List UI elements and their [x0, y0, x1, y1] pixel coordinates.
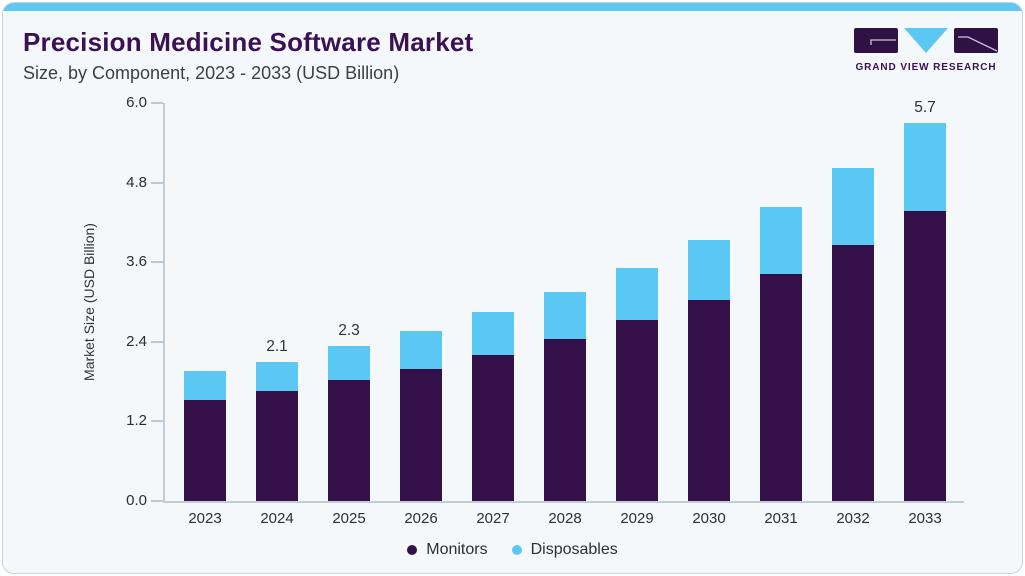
logo-triangle-icon: [904, 28, 948, 53]
legend-item-disposables: Disposables: [511, 541, 618, 559]
legend-label: Monitors: [426, 541, 488, 558]
bar-segment-monitors-2027: [472, 355, 514, 501]
bar-segment-monitors-2025: [328, 380, 370, 501]
y-tick-label: 0.0: [126, 492, 147, 509]
x-axis-line: [163, 501, 964, 503]
bar-segment-disposables-2024: [256, 361, 298, 391]
y-tick-mark: [151, 261, 163, 264]
x-axis-label-2025: 2025: [332, 510, 366, 527]
y-tick-label: 2.4: [126, 332, 147, 350]
x-axis-label-2031: 2031: [764, 510, 798, 527]
legend-dot-icon: [407, 545, 418, 555]
y-tick-mark: [151, 500, 163, 502]
bar-segment-monitors-2033: [904, 210, 946, 501]
bar-segment-monitors-2026: [400, 369, 442, 501]
bar-segment-monitors-2031: [760, 274, 802, 501]
bar-segment-monitors-2028: [544, 338, 586, 501]
bar-total-label-2025: 2.3: [338, 321, 360, 339]
x-axis-label-2026: 2026: [404, 510, 438, 527]
x-axis-label-2033: 2033: [908, 510, 942, 527]
bar-segment-monitors-2024: [256, 391, 298, 501]
y-tick-mark: [151, 102, 163, 105]
bar-segment-disposables-2033: [904, 123, 946, 211]
bar-segment-disposables-2023: [184, 371, 226, 401]
bar-segment-disposables-2028: [544, 291, 586, 339]
y-tick-mark: [151, 340, 163, 343]
x-axis-label-2027: 2027: [476, 510, 510, 527]
y-axis-line: [163, 103, 165, 501]
y-tick-label: 3.6: [126, 253, 147, 271]
gvr-logo-mark: [854, 28, 998, 53]
x-axis-label-2028: 2028: [548, 510, 582, 527]
page-title: Precision Medicine Software Market: [23, 27, 474, 57]
gvr-logo: GRAND VIEW RESEARCH: [854, 28, 998, 73]
bar-segment-monitors-2023: [184, 400, 226, 501]
bar-segment-monitors-2030: [688, 299, 730, 501]
chart-subtitle: Size, by Component, 2023 - 2033 (USD Bil…: [23, 63, 400, 83]
bar-segment-disposables-2032: [832, 168, 874, 245]
bar-segment-disposables-2026: [400, 330, 442, 370]
y-tick-mark: [151, 181, 163, 184]
x-axis-label-2024: 2024: [260, 510, 294, 527]
x-axis-label-2029: 2029: [620, 510, 654, 527]
legend-dot-icon: [511, 545, 522, 555]
y-tick-label: 1.2: [126, 412, 147, 430]
x-axis-label-2023: 2023: [188, 510, 222, 527]
bar-segment-monitors-2032: [832, 244, 874, 501]
top-accent-bar: [3, 3, 1022, 11]
legend-label: Disposables: [530, 541, 618, 558]
bar-segment-disposables-2031: [760, 206, 802, 275]
x-axis-label-2030: 2030: [692, 510, 726, 527]
header: Precision Medicine Software Market Size,…: [23, 27, 473, 84]
bar-total-label-2024: 2.1: [266, 337, 288, 355]
x-axis-label-2032: 2032: [836, 510, 870, 527]
y-tick-label: 4.8: [126, 173, 147, 191]
bar-segment-disposables-2025: [328, 345, 370, 381]
bar-total-label-2033: 5.7: [914, 99, 936, 117]
y-tick-mark: [151, 420, 163, 423]
bar-segment-monitors-2029: [616, 320, 658, 501]
y-axis-title: Market Size (USD Billion): [81, 223, 97, 381]
bar-segment-disposables-2027: [472, 312, 514, 356]
bar-segment-disposables-2029: [616, 267, 658, 321]
bar-segment-disposables-2030: [688, 239, 730, 300]
legend-item-monitors: Monitors: [407, 541, 488, 559]
stacked-bar-chart: Market Size (USD Billion) 0.0 1.2 2.4 3.6 4.…: [3, 3, 1022, 573]
legend: Monitors Disposables: [3, 541, 1022, 559]
gvr-logo-text: GRAND VIEW RESEARCH: [855, 62, 997, 73]
y-tick-label: 6.0: [126, 94, 147, 112]
